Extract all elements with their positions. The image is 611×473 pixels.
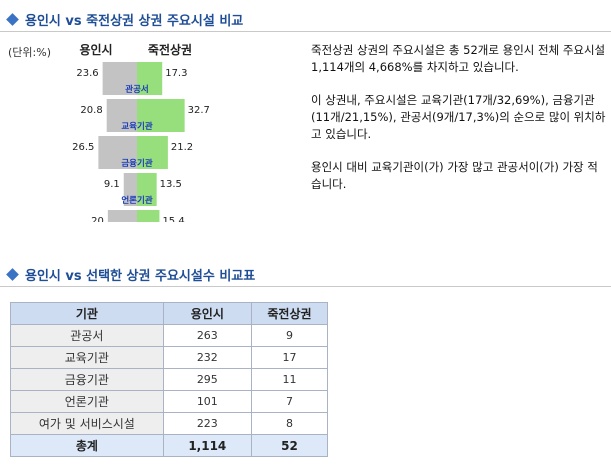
bar-yongin [107,210,137,222]
jukjeon-total: 52 [250,434,329,457]
yongin-count: 263 [162,324,252,347]
value-label-yongin: 20.8 [80,105,102,116]
row-label: 언론기관 [10,390,164,413]
yongin-total: 1,114 [162,434,252,457]
row-label: 여가 및 서비스시설 [10,412,164,435]
bar-yongin [106,99,137,132]
value-label-yongin: 23.6 [76,68,98,79]
bar-jukjeon [137,99,185,132]
description-panel: 죽전상권 상권의 주요시설은 총 52개로 용인시 전체 주요시설 1,114개… [311,42,607,209]
header-institution: 기관 [10,302,164,325]
title-underline [0,31,611,32]
category-label: 금융기관 [121,158,152,169]
table-row: 여가 및 서비스시설 223 8 [10,412,329,435]
table-row: 금융기관 295 11 [10,368,329,391]
unit-label: (단위:%) [8,46,51,59]
category-label: 언론기관 [121,195,152,206]
yongin-count: 295 [162,368,252,391]
title-underline [0,286,611,287]
jukjeon-count: 11 [250,368,329,391]
table-row: 관공서 263 9 [10,324,329,347]
value-label-jukjeon: 13.5 [160,179,182,190]
jukjeon-count: 17 [250,346,329,369]
row-label: 교육기관 [10,346,164,369]
description-paragraph-2: 이 상권내, 주요시설은 교육기관(17개/32,69%), 금융기관(11개/… [311,93,606,141]
table-row: 언론기관 101 7 [10,390,329,413]
section-title-text: 용인시 vs 선택한 상권 주요시설수 비교표 [25,269,256,284]
value-label-jukjeon: 15.4 [162,216,184,222]
header-yongin: 용인시 [162,302,252,325]
diamond-bullet-icon [6,268,19,281]
bar-yongin [102,62,137,95]
table-row: 교육기관 232 17 [10,346,329,369]
value-label-jukjeon: 32.7 [188,105,210,116]
category-label: 관공서 [125,84,148,95]
jukjeon-count: 9 [250,324,329,347]
category-label: 교육기관 [121,121,152,132]
bar-jukjeon [137,62,163,95]
table-header-row: 기관 용인시 죽전상권 [10,302,329,325]
bar-jukjeon [137,210,160,222]
description-paragraph-1: 죽전상권 상권의 주요시설은 총 52개로 용인시 전체 주요시설 1,114개… [311,43,606,74]
legend-yongin: 용인시 [79,42,112,57]
bar-yongin [123,173,137,206]
total-label: 총계 [10,434,164,457]
legend-jukjeon: 죽전상권 [148,42,192,57]
jukjeon-count: 8 [250,412,329,435]
header-jukjeon: 죽전상권 [250,302,329,325]
value-label-yongin: 20 [91,216,104,222]
yongin-count: 223 [162,412,252,435]
value-label-yongin: 26.5 [72,142,94,153]
jukjeon-count: 7 [250,390,329,413]
table-total-row: 총계 1,114 52 [10,434,329,457]
description-paragraph-3: 용인시 대비 교육기관이(가) 가장 많고 관공서이(가) 가장 적습니다. [311,160,598,191]
facility-comparison-chart: 용인시 죽전상권 23.6 17.3 관공서 20.8 32.7 교육기관 26.5 21.2… [72,42,210,222]
section-title-facility-comparison: 용인시 vs 죽전상권 상권 주요시설 비교 [6,10,243,29]
bar-jukjeon [137,173,157,206]
facility-count-table: 기관 용인시 죽전상권 관공서 263 9 교육기관 232 17 금융기관 2… [10,302,329,457]
bar-jukjeon [137,136,168,169]
value-label-jukjeon: 17.3 [165,68,187,79]
section-title-facility-table: 용인시 vs 선택한 상권 주요시설수 비교표 [6,265,255,284]
yongin-count: 101 [162,390,252,413]
diamond-bullet-icon [6,13,19,26]
bar-yongin [98,136,137,169]
row-label: 관공서 [10,324,164,347]
yongin-count: 232 [162,346,252,369]
value-label-yongin: 9.1 [104,179,120,190]
row-label: 금융기관 [10,368,164,391]
section-title-text: 용인시 vs 죽전상권 상권 주요시설 비교 [25,14,244,29]
value-label-jukjeon: 21.2 [171,142,193,153]
